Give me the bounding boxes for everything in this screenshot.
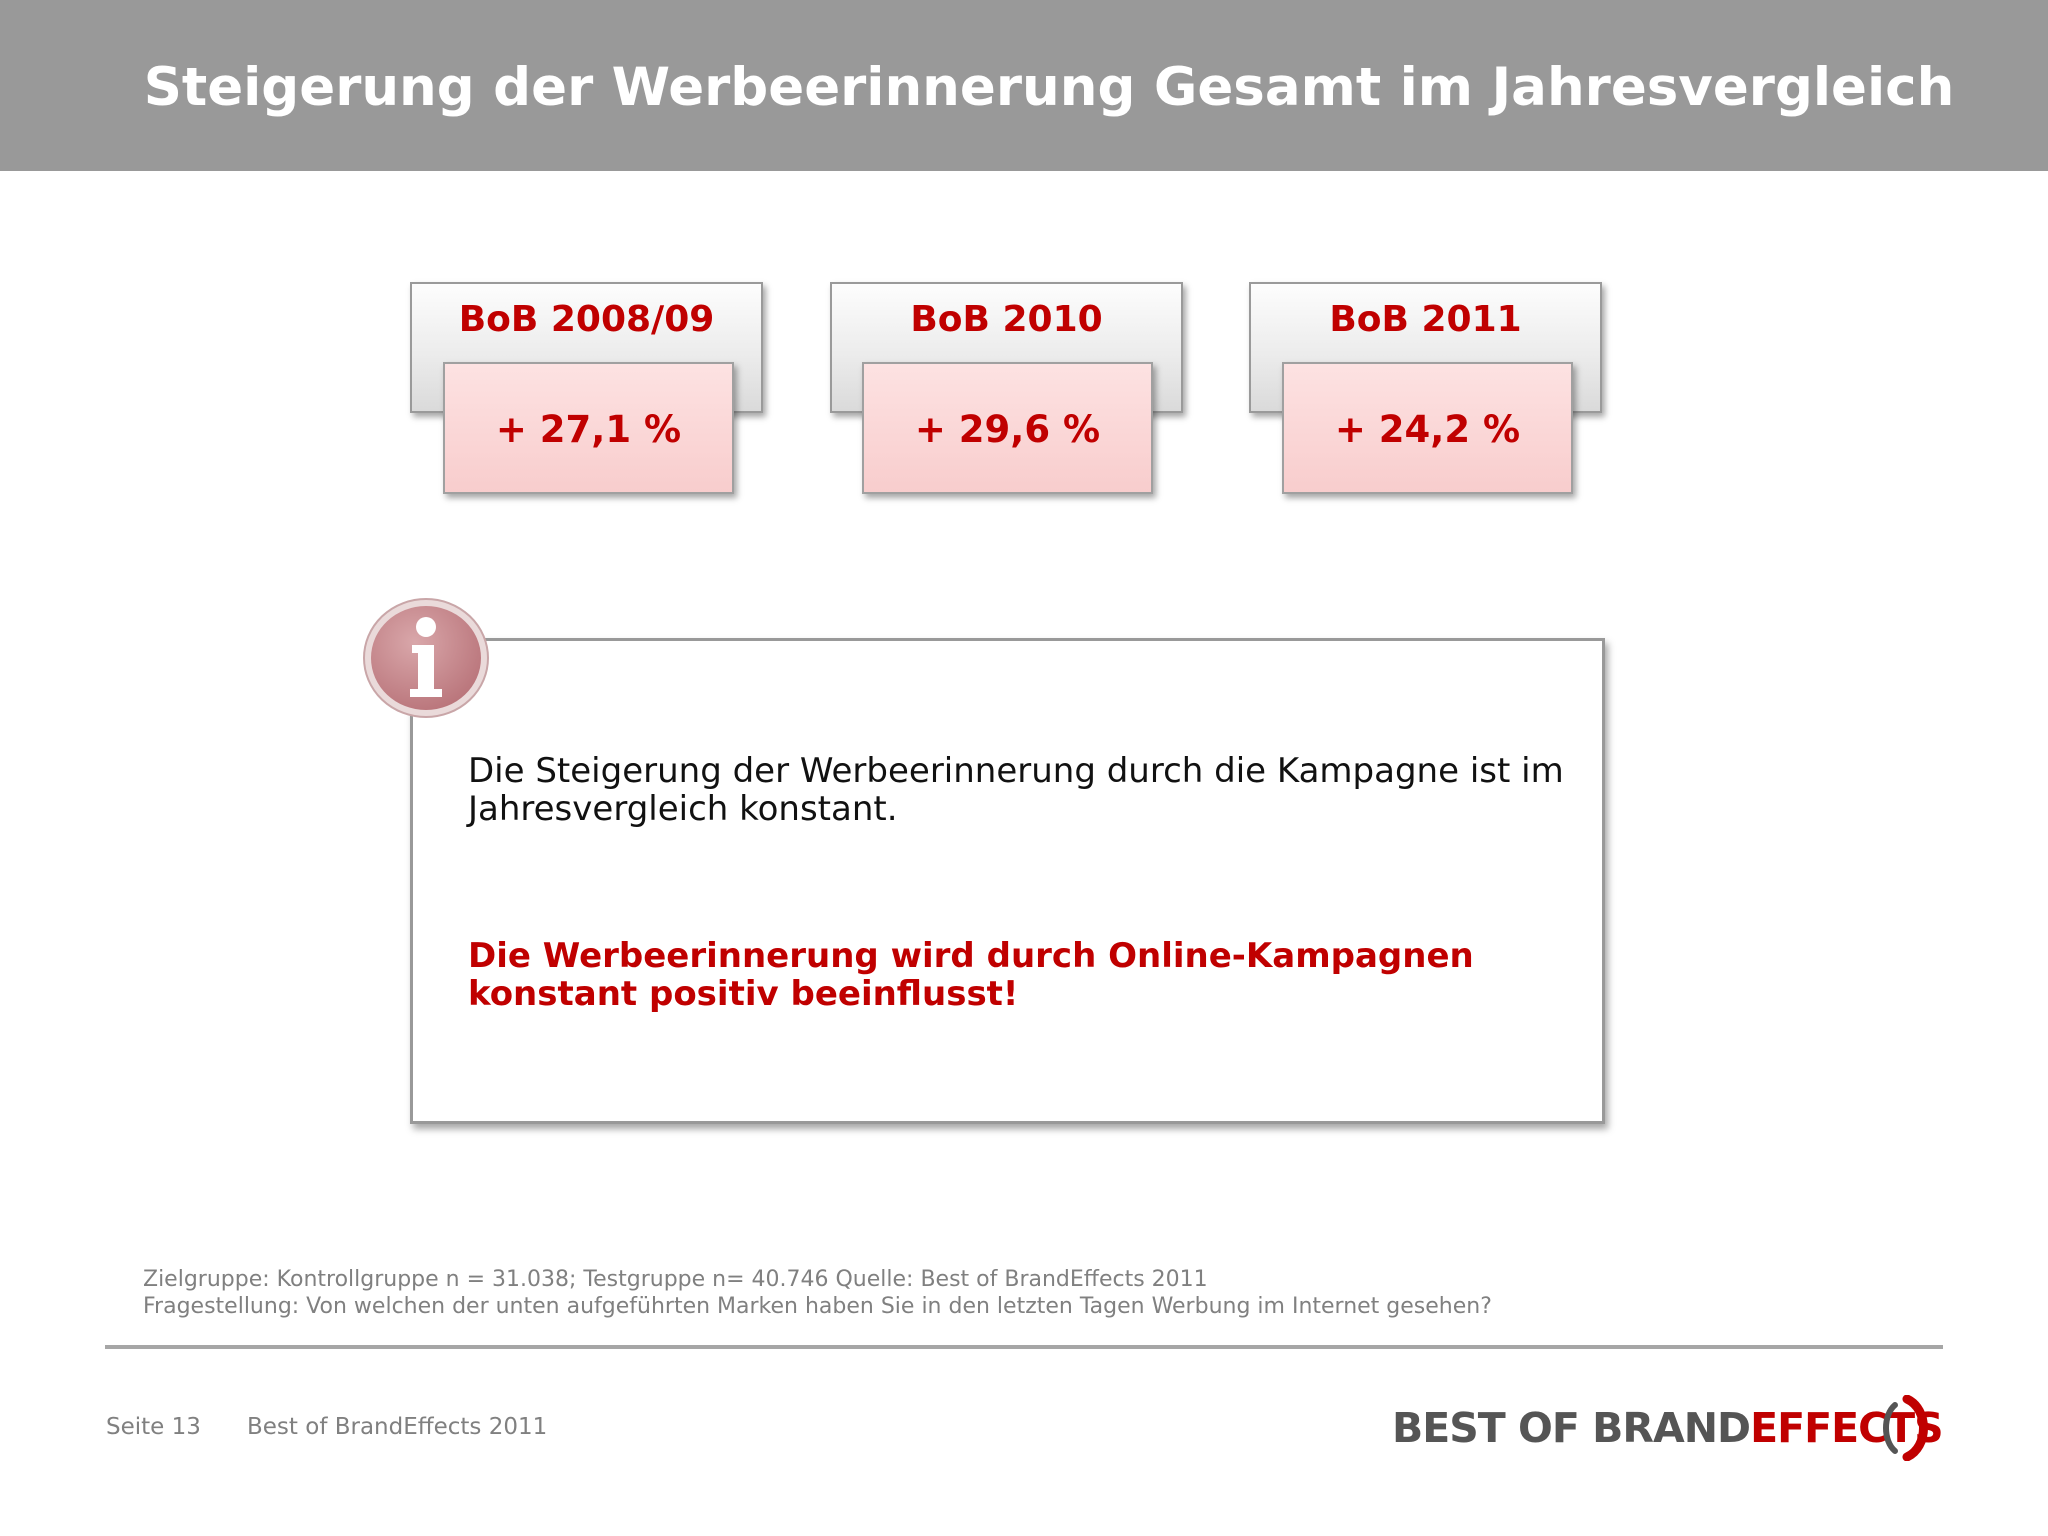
card-value: + 29,6 % bbox=[914, 408, 1101, 451]
info-box bbox=[410, 638, 1605, 1124]
card-year-label: BoB 2008/09 bbox=[458, 299, 715, 340]
logo-text-effects: EFFECTS bbox=[1750, 1404, 1944, 1452]
card-value: + 24,2 % bbox=[1334, 408, 1521, 451]
card-value-box: + 24,2 % bbox=[1282, 362, 1573, 494]
brand-logo: BEST OF BRANDEFFECTS bbox=[1392, 1395, 1952, 1461]
logo-text-brand: BEST OF BRAND bbox=[1392, 1404, 1751, 1452]
footer-source: Best of BrandEffects 2011 bbox=[247, 1414, 548, 1440]
footnote-question: Fragestellung: Von welchen der unten auf… bbox=[143, 1294, 1492, 1319]
footer-divider bbox=[105, 1345, 1943, 1349]
info-emphasis: Die Werbeerinnerung wird durch Online-Ka… bbox=[468, 936, 1474, 1014]
logo-bracket-icon bbox=[1883, 1395, 1928, 1461]
card-year-label: BoB 2011 bbox=[1329, 299, 1522, 340]
footnote-target-group: Zielgruppe: Kontrollgruppe n = 31.038; T… bbox=[143, 1267, 1208, 1292]
info-text: Die Steigerung der Werbeerinnerung durch… bbox=[468, 751, 1564, 829]
card-year-label: BoB 2010 bbox=[910, 299, 1103, 340]
card-value-box: + 27,1 % bbox=[443, 362, 734, 494]
page-number: Seite 13 bbox=[106, 1414, 201, 1440]
slide-title: Steigerung der Werbeerinnerung Gesamt im… bbox=[143, 57, 1955, 118]
card-value: + 27,1 % bbox=[495, 408, 682, 451]
card-value-box: + 29,6 % bbox=[862, 362, 1153, 494]
logo-wordmark: BEST OF BRANDEFFECTS bbox=[1392, 1403, 1944, 1453]
header-bar bbox=[0, 0, 2048, 171]
info-icon bbox=[363, 598, 489, 718]
